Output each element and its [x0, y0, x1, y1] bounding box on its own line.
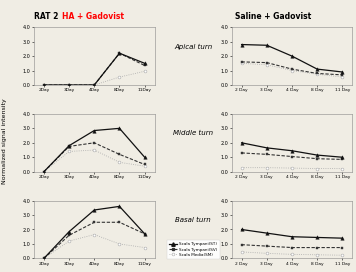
- Text: Saline + Gadovist: Saline + Gadovist: [235, 12, 312, 21]
- Legend: Scala Tympani(ST), Scala Tympani(SV), Scala Media(SM): Scala Tympani(ST), Scala Tympani(SV), Sc…: [167, 240, 220, 259]
- Text: Apical turn: Apical turn: [174, 44, 212, 50]
- Text: HA + Gadovist: HA + Gadovist: [62, 12, 124, 21]
- Text: Normalized signal intensity: Normalized signal intensity: [2, 98, 7, 184]
- Text: RAT 2: RAT 2: [34, 12, 58, 21]
- Text: Middle turn: Middle turn: [173, 130, 213, 136]
- Text: Basal turn: Basal turn: [175, 217, 211, 223]
